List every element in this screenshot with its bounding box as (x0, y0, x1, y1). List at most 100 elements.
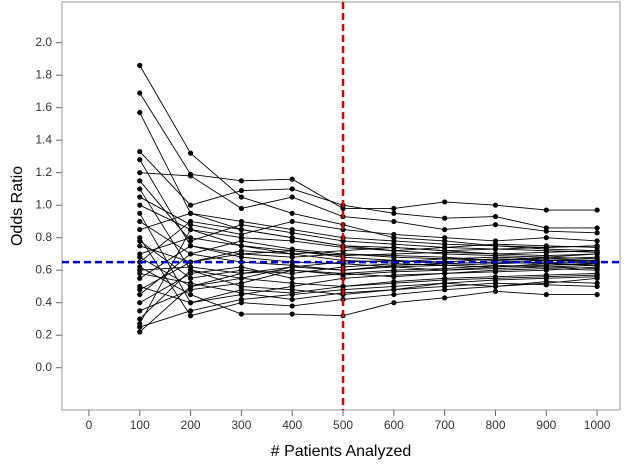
data-point (137, 291, 143, 298)
data-point (492, 222, 499, 228)
data-point (543, 291, 549, 298)
series-line (139, 240, 598, 295)
data-point (137, 178, 143, 184)
data-point (289, 264, 295, 270)
data-point (391, 241, 397, 247)
data-point (289, 311, 295, 317)
x-tick-label: 1000 (584, 418, 611, 432)
x-tick-label: 400 (282, 418, 302, 432)
data-point (442, 235, 448, 241)
data-point (137, 243, 143, 249)
data-point (289, 296, 295, 303)
data-point (442, 265, 448, 272)
data-point (187, 313, 194, 319)
x-tick-label: 900 (536, 418, 556, 432)
data-point (137, 238, 143, 244)
data-point (289, 246, 295, 252)
y-axis-title: Odds Ratio (9, 166, 26, 246)
y-tick-label: 2.0 (35, 35, 52, 49)
data-point (289, 230, 295, 236)
data-point (137, 90, 143, 96)
data-point (289, 186, 295, 192)
data-point (340, 270, 346, 277)
data-point (137, 275, 143, 281)
y-tick-label: 1.0 (35, 197, 52, 211)
data-point (137, 300, 143, 306)
x-tick-label: 800 (485, 418, 505, 432)
data-point (289, 303, 295, 309)
data-point (492, 251, 499, 257)
data-point (238, 275, 244, 281)
data-point (137, 62, 143, 68)
data-point (442, 199, 448, 205)
data-point (238, 254, 244, 260)
data-point (289, 251, 295, 257)
data-point (594, 256, 600, 262)
data-point (238, 226, 244, 233)
data-point (391, 267, 397, 273)
data-point (187, 238, 194, 244)
data-point (137, 270, 143, 277)
series-line (139, 112, 598, 258)
data-point (289, 194, 295, 200)
data-point (187, 202, 194, 208)
data-point (543, 243, 549, 249)
data-point (543, 235, 549, 241)
data-point (187, 251, 194, 257)
y-tick-label: 0.4 (35, 295, 52, 309)
data-point (543, 228, 549, 234)
data-point (137, 109, 143, 116)
data-point (238, 194, 244, 200)
data-point (238, 231, 244, 238)
data-point (187, 210, 194, 216)
series-line (139, 245, 598, 263)
data-point (187, 226, 194, 233)
data-point (137, 194, 143, 200)
data-point (187, 308, 194, 314)
series-line (139, 266, 598, 317)
data-point (238, 238, 244, 244)
data-point (187, 259, 194, 265)
series-line (139, 266, 598, 304)
series-line (139, 256, 598, 287)
data-point (391, 218, 397, 225)
data-point (238, 222, 244, 228)
data-point (543, 207, 549, 213)
data-point (543, 278, 549, 285)
data-point (137, 226, 143, 233)
x-tick-label: 600 (384, 418, 404, 432)
data-point (442, 280, 448, 286)
data-point (594, 244, 600, 251)
data-point (492, 213, 499, 220)
data-point (442, 295, 448, 301)
data-point (492, 202, 499, 208)
data-point (187, 300, 194, 306)
x-tick-label: 100 (130, 418, 150, 432)
y-tick-label: 0.0 (35, 360, 52, 374)
data-point (594, 230, 600, 236)
data-point (391, 291, 397, 298)
data-point (137, 287, 143, 293)
data-point (289, 218, 295, 225)
data-point (289, 176, 295, 182)
x-tick-label: 500 (333, 418, 353, 432)
series-line (139, 172, 598, 234)
data-point (543, 249, 549, 255)
data-point (340, 238, 346, 244)
y-tick-label: 1.8 (35, 67, 52, 81)
series-line (139, 250, 598, 291)
data-point (187, 267, 194, 273)
data-point (289, 235, 295, 241)
data-point (391, 210, 397, 216)
data-point (543, 254, 549, 260)
data-point (442, 261, 448, 267)
data-point (137, 254, 143, 260)
data-point (187, 291, 194, 298)
data-point (187, 280, 194, 286)
data-point (594, 238, 600, 244)
data-point (238, 283, 244, 290)
data-point (289, 287, 295, 293)
series-line (139, 151, 598, 229)
